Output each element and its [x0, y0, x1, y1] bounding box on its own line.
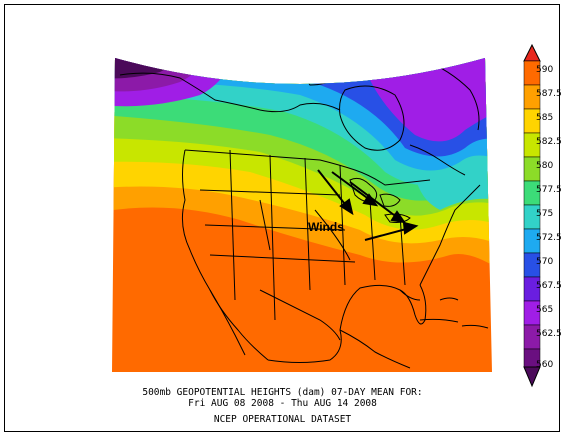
colorbar-label: 565 — [536, 305, 554, 315]
colorbar-label: 570 — [536, 257, 554, 267]
caption-line-2: Fri AUG 08 2008 - Thu AUG 14 2008 — [188, 398, 377, 409]
colorbar — [523, 43, 541, 388]
colorbar-label: 562.5 — [536, 329, 562, 339]
colorbar-label: 590 — [536, 65, 554, 75]
colorbar-label: 585 — [536, 113, 554, 123]
wind-arrows — [317, 169, 419, 241]
caption-line-1: 500mb GEOPOTENTIAL HEIGHTS (dam) 07-DAY … — [142, 387, 423, 398]
caption-line-3: NCEP OPERATIONAL DATASET — [213, 414, 352, 425]
colorbar-label: 567.5 — [536, 281, 562, 291]
colorbar-label: 587.5 — [536, 89, 562, 99]
height-contour-fill — [112, 58, 492, 372]
colorbar-label: 572.5 — [536, 233, 562, 243]
colorbar-top-triangle — [523, 43, 541, 62]
colorbar-label: 577.5 — [536, 185, 562, 195]
colorbar-label: 582.5 — [536, 137, 562, 147]
colorbar-label: 580 — [536, 161, 554, 171]
colorbar-label: 575 — [536, 209, 554, 219]
colorbar-label: 560 — [536, 360, 554, 370]
colorbar-bottom-triangle — [523, 366, 541, 388]
winds-annotation: Winds — [308, 220, 344, 234]
